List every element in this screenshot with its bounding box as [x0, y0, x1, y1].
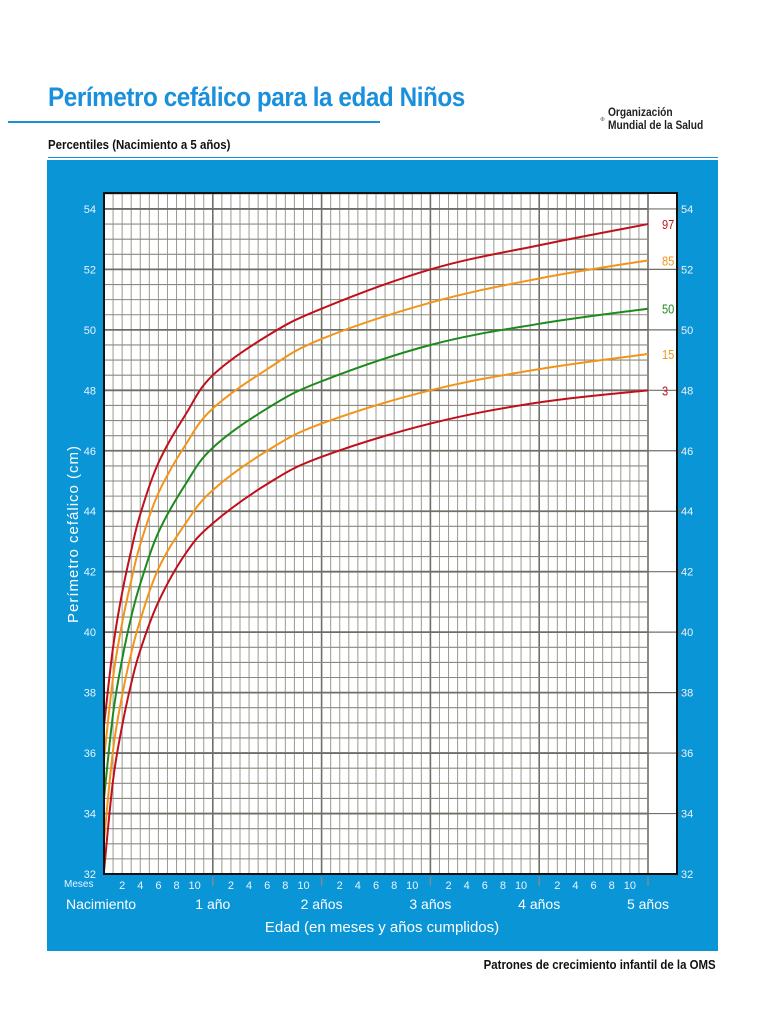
- y-tick-label-left: 50: [84, 325, 96, 337]
- y-tick-label-left: 44: [84, 506, 96, 518]
- y-tick-label-right: 52: [681, 264, 693, 276]
- month-tick-label: 2: [337, 880, 343, 892]
- month-tick-label: 6: [155, 880, 161, 892]
- month-tick-label: 6: [591, 880, 597, 892]
- plot-border: [103, 192, 678, 875]
- month-tick-label: 2: [119, 880, 125, 892]
- y-axis-title: Perímetro cefálico (cm): [65, 445, 82, 623]
- month-tick-label: 10: [515, 880, 527, 892]
- y-tick-label-left: 52: [84, 264, 96, 276]
- month-tick-label: 8: [173, 880, 179, 892]
- chart-subtitle: Percentiles (Nacimiento a 5 años): [48, 137, 231, 152]
- year-label: 1 año: [195, 896, 230, 912]
- year-label: 3 años: [409, 896, 451, 912]
- percentile-curve-50: [103, 307, 649, 799]
- y-tick-label-left: 42: [84, 567, 96, 579]
- percentile-label-3: 3: [662, 383, 668, 398]
- footer-source: Patrones de crecimiento infantil de la O…: [483, 957, 716, 972]
- y-tick-label-right: 48: [681, 385, 693, 397]
- y-tick-label-right: 54: [681, 204, 693, 216]
- percentile-label-15: 15: [662, 347, 675, 362]
- month-tick-label: 2: [228, 880, 234, 892]
- month-tick-label: 4: [355, 880, 361, 892]
- y-tick-label-left: 46: [84, 446, 96, 458]
- y-tick-label-left: 38: [84, 688, 96, 700]
- month-tick-label: 4: [464, 880, 470, 892]
- y-tick-label-left: 36: [84, 748, 96, 760]
- year-label: 4 años: [518, 896, 560, 912]
- percentile-label-85: 85: [662, 253, 675, 268]
- month-tick-label: 8: [609, 880, 615, 892]
- month-tick-label: 10: [297, 880, 309, 892]
- month-tick-label: 6: [264, 880, 270, 892]
- percentile-curve-97: [103, 223, 649, 726]
- month-tick-label: 2: [554, 880, 560, 892]
- y-tick-label-right: 32: [681, 869, 693, 881]
- month-tick-label: 10: [189, 880, 201, 892]
- month-tick-label: 4: [246, 880, 252, 892]
- percentile-curve-15: [103, 353, 649, 841]
- month-tick-label: 6: [373, 880, 379, 892]
- logo-line-1: Organización: [607, 105, 673, 119]
- y-tick-label-left: 40: [84, 627, 96, 639]
- y-tick-label-right: 50: [681, 325, 693, 337]
- percentile-curve-85: [103, 259, 649, 760]
- month-tick-label: 10: [406, 880, 418, 892]
- who-emblem-icon: [600, 116, 605, 122]
- title-underline: [8, 121, 380, 123]
- y-tick-label-right: 36: [681, 748, 693, 760]
- months-axis-label: Meses: [64, 879, 93, 890]
- y-tick-label-right: 38: [681, 688, 693, 700]
- month-tick-label: 6: [482, 880, 488, 892]
- year-label: 2 años: [301, 896, 343, 912]
- month-tick-label: 10: [624, 880, 636, 892]
- y-tick-label-left: 48: [84, 385, 96, 397]
- x-axis-title: Edad (en meses y años cumplidos): [265, 919, 499, 936]
- month-tick-label: 8: [391, 880, 397, 892]
- chart-panel: 97 85 50 15 3 32 32 34 34 36 36 38 38 40 40 42 42 44 44 46 4…: [47, 160, 718, 951]
- y-tick-label-right: 42: [681, 567, 693, 579]
- month-tick-label: 8: [282, 880, 288, 892]
- percentile-label-50: 50: [662, 302, 675, 317]
- y-tick-label-right: 40: [681, 627, 693, 639]
- percentile-label-97: 97: [662, 217, 675, 232]
- who-logo-text: Organización Mundial de la Salud: [608, 106, 703, 132]
- percentile-curve-3: [103, 389, 649, 872]
- month-tick-label: 8: [500, 880, 506, 892]
- y-tick-label-right: 46: [681, 446, 693, 458]
- year-label: 5 años: [627, 896, 669, 912]
- y-tick-label-left: 34: [84, 809, 96, 821]
- plot-area: [104, 193, 677, 874]
- month-tick-label: 4: [137, 880, 143, 892]
- page-title: Perímetro cefálico para la edad Niños: [48, 82, 465, 112]
- who-logo: Organización Mundial de la Salud: [600, 97, 720, 141]
- month-tick-label: 2: [445, 880, 451, 892]
- y-tick-label-left: 32: [84, 869, 96, 881]
- y-tick-label-left: 54: [84, 204, 96, 216]
- year-label: Nacimiento: [66, 896, 136, 912]
- month-tick-label: 4: [572, 880, 578, 892]
- header-divider: [48, 157, 718, 158]
- y-tick-label-right: 44: [681, 506, 693, 518]
- logo-line-2: Mundial de la Salud: [607, 118, 704, 132]
- y-tick-label-right: 34: [681, 809, 693, 821]
